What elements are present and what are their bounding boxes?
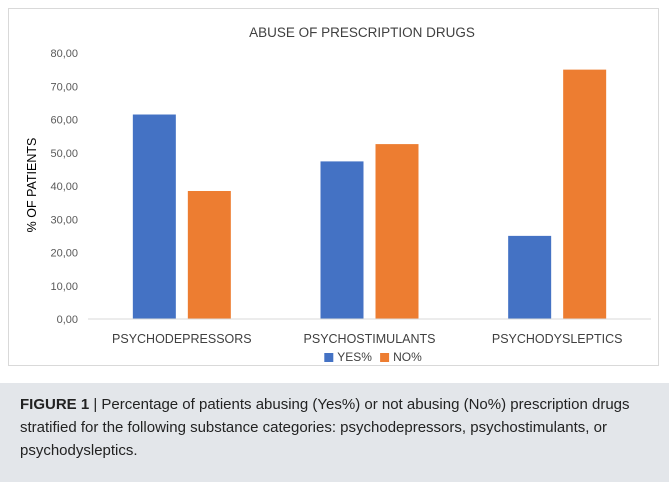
caption-separator: | <box>89 396 102 413</box>
figure-caption: FIGURE 1 | Percentage of patients abusin… <box>0 383 669 482</box>
legend-label: YES% <box>337 350 372 364</box>
x-tick-label: PSYCHODEPRESSORS <box>112 332 252 346</box>
x-tick-label: PSYCHOSTIMULANTS <box>304 332 436 346</box>
caption-text: Percentage of patients abusing (Yes%) or… <box>20 396 630 459</box>
y-tick-label: 40,00 <box>50 181 78 193</box>
bars <box>132 69 607 319</box>
bar-no-psychodepressors <box>187 190 231 319</box>
chart-title: ABUSE OF PRESCRIPTION DRUGS <box>249 25 475 40</box>
legend-label: NO% <box>393 350 422 364</box>
legend-swatch <box>380 353 390 362</box>
y-tick-label: 10,00 <box>50 281 78 293</box>
bar-yes-psychodysleptics <box>508 235 552 319</box>
x-axis-ticks: PSYCHODEPRESSORS PSYCHOSTIMULANTS PSYCHODY… <box>112 332 622 346</box>
y-tick-label: 80,00 <box>50 48 78 60</box>
bar-yes-psychodepressors <box>132 114 176 319</box>
y-axis-label: % OF PATIENTS <box>25 138 39 233</box>
y-tick-label: 50,00 <box>50 148 78 160</box>
y-axis-ticks: 0,00 10,00 20,00 30,00 40,00 50,00 60,00 70,00 8… <box>50 48 78 326</box>
bar-no-psychostimulants <box>375 144 419 319</box>
x-tick-label: PSYCHODYSLEPTICS <box>492 332 623 346</box>
y-tick-label: 70,00 <box>50 81 78 93</box>
y-tick-label: 0,00 <box>57 314 78 326</box>
legend: YES% NO% <box>324 350 422 364</box>
y-tick-label: 60,00 <box>50 115 78 127</box>
y-tick-label: 20,00 <box>50 248 78 260</box>
bar-yes-psychostimulants <box>320 161 364 319</box>
y-tick-label: 30,00 <box>50 214 78 226</box>
bar-chart: ABUSE OF PRESCRIPTION DRUGS % OF PATIENT… <box>25 25 651 364</box>
bar-no-psychodysleptics <box>563 69 607 319</box>
caption-label: FIGURE 1 <box>20 396 90 413</box>
legend-swatch <box>324 353 334 362</box>
